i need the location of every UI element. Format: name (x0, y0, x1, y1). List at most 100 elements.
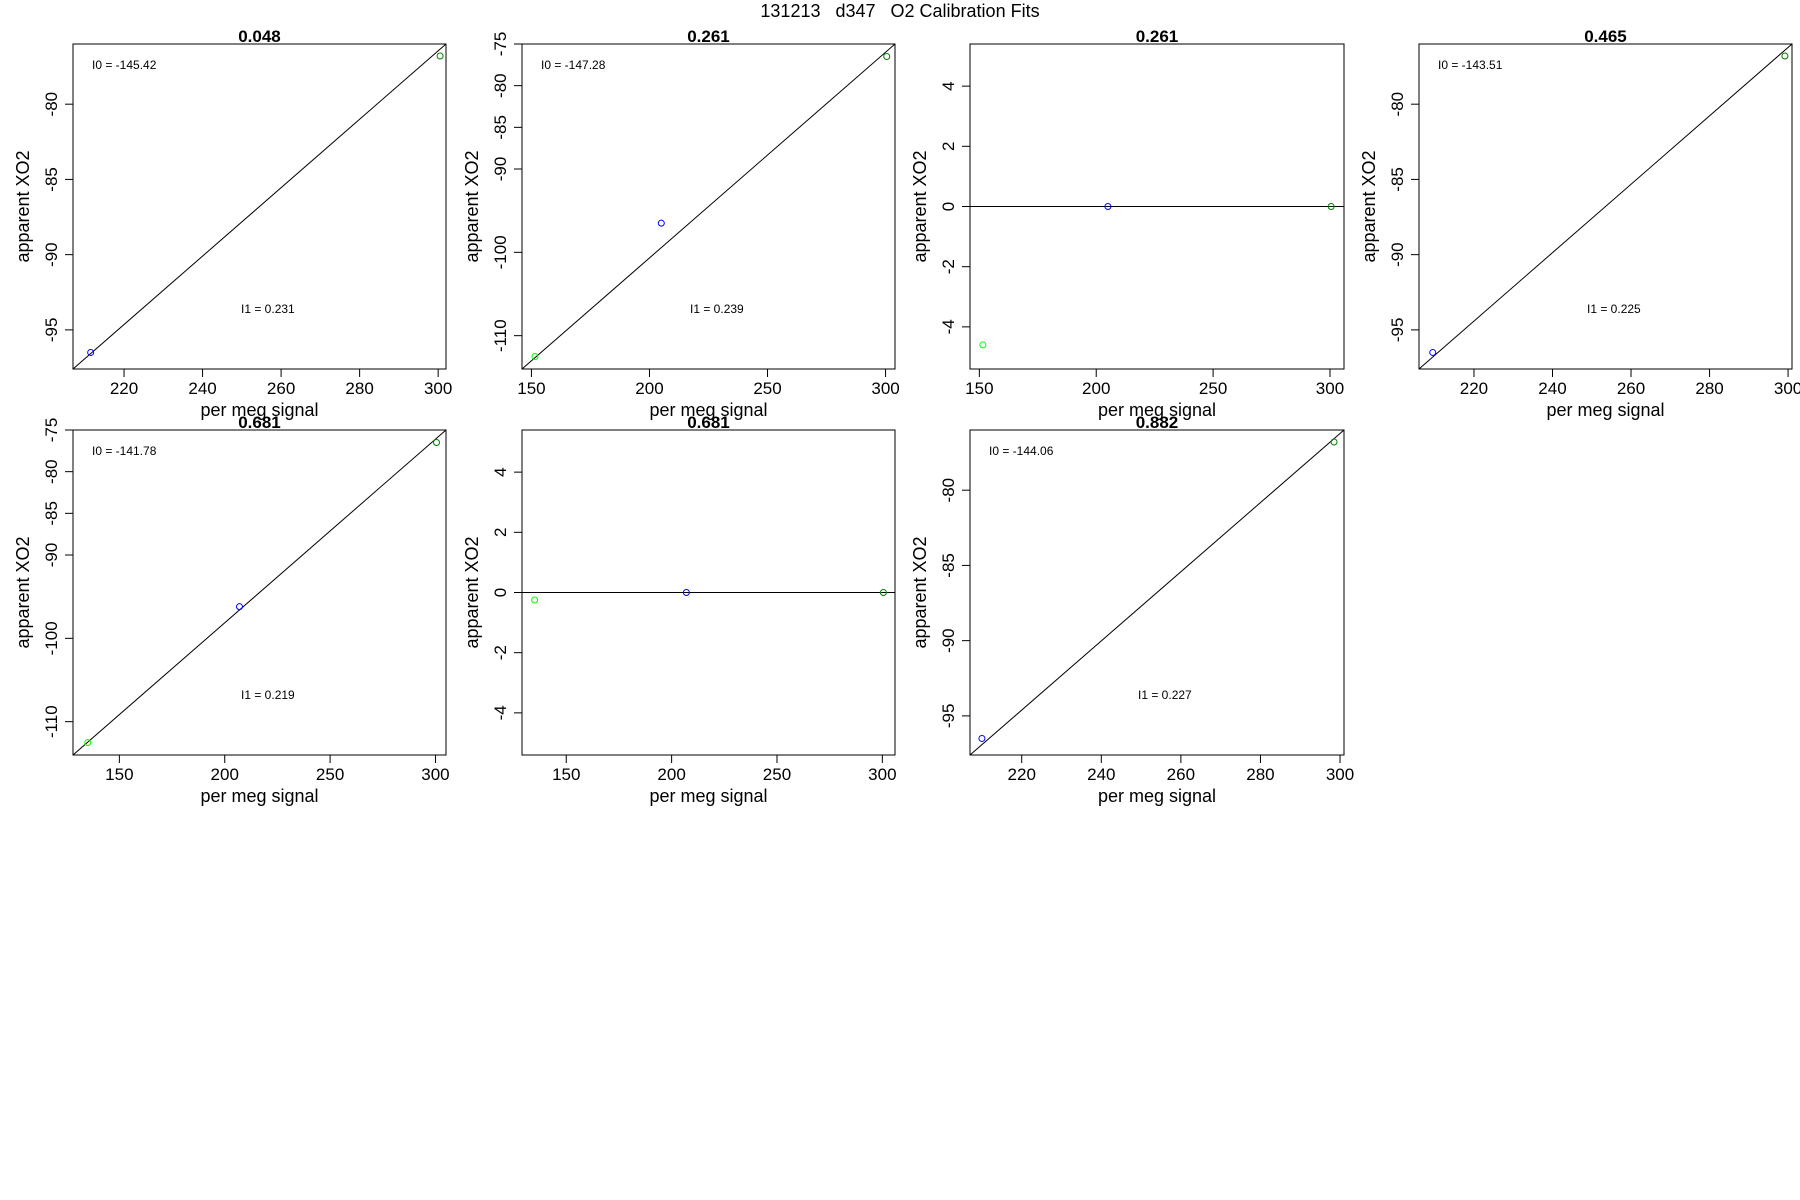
plot-panel-3: 150 200 250 300 -4 -2 0 2 4 per meg signal apparen… (910, 27, 1345, 420)
data-point (531, 596, 539, 604)
x-axis-label: per meg signal (200, 786, 318, 806)
plot-panel-5: 150 200 250 300 -110 -100 -90 -85 -80 -75 per meg … (13, 413, 450, 806)
y-tick-label: -80 (42, 459, 61, 484)
data-point (531, 353, 539, 360)
slope-annotation: I1 = 0.225 (1587, 302, 1641, 316)
x-tick-label: 280 (1246, 765, 1274, 784)
data-point (979, 341, 987, 349)
y-tick-label: -85 (42, 167, 61, 192)
x-tick-label: 250 (763, 765, 791, 784)
x-axis-label: per meg signal (1546, 400, 1664, 420)
x-axis-label: per meg signal (1098, 400, 1216, 420)
y-tick-label: 4 (939, 81, 958, 90)
y-tick-label: -110 (491, 319, 510, 352)
data-point (433, 439, 441, 446)
y-tick-label: -95 (939, 704, 958, 729)
y-tick-label: -95 (1388, 318, 1407, 343)
x-axis-label: per meg signal (1098, 786, 1216, 806)
intercept-annotation: I0 = -144.06 (989, 444, 1054, 458)
data-point (436, 52, 444, 60)
y-tick-label: -75 (491, 32, 510, 57)
x-tick-label: 220 (1008, 765, 1036, 784)
x-tick-label: 260 (1617, 379, 1645, 398)
x-tick-label: 200 (1082, 379, 1110, 398)
x-tick-label: 300 (424, 379, 452, 398)
data-point (883, 53, 891, 60)
y-tick-label: -90 (939, 628, 958, 653)
fit-line (969, 429, 1345, 756)
y-tick-label: -2 (491, 645, 510, 660)
panel-title: 0.681 (238, 413, 281, 432)
x-tick-label: 300 (1774, 379, 1800, 398)
slope-annotation: I1 = 0.227 (1138, 688, 1192, 702)
slope-annotation: I1 = 0.219 (241, 688, 295, 702)
x-tick-label: 250 (316, 765, 344, 784)
x-tick-label: 220 (1460, 379, 1488, 398)
slope-annotation: I1 = 0.231 (241, 302, 295, 316)
y-tick-label: -75 (42, 418, 61, 443)
fit-line (72, 429, 447, 756)
x-tick-label: 240 (1538, 379, 1566, 398)
data-point (978, 734, 986, 742)
x-tick-label: 200 (657, 765, 685, 784)
intercept-annotation: I0 = -143.51 (1438, 58, 1503, 72)
y-tick-label: -95 (42, 318, 61, 343)
y-tick-label: 4 (491, 467, 510, 476)
plot-frame (521, 43, 896, 370)
y-tick-label: -85 (491, 115, 510, 140)
x-tick-label: 150 (965, 379, 993, 398)
plot-panel-7: 220 240 260 280 300 -95 -90 -85 -80 per meg signa… (910, 413, 1354, 806)
y-axis-label: apparent XO2 (910, 536, 930, 648)
slope-annotation: I1 = 0.239 (690, 302, 744, 316)
x-tick-label: 300 (1326, 765, 1354, 784)
y-tick-label: 2 (491, 528, 510, 537)
data-point (682, 589, 690, 596)
fit-line (72, 43, 447, 370)
y-tick-label: -85 (42, 501, 61, 526)
y-tick-label: -4 (491, 705, 510, 720)
plot-frame (72, 43, 447, 370)
y-tick-label: 2 (939, 142, 958, 151)
panel-title: 0.681 (687, 413, 730, 432)
plot-frame (72, 429, 447, 756)
x-tick-label: 260 (1167, 765, 1195, 784)
data-point (879, 589, 887, 596)
intercept-annotation: I0 = -141.78 (92, 444, 157, 458)
x-tick-label: 220 (110, 379, 138, 398)
plot-frame (969, 429, 1345, 756)
plot-panel-2: 150 200 250 300 -110 -100 -90 -85 -80 -75 per meg … (462, 27, 900, 420)
y-tick-label: 0 (939, 202, 958, 211)
intercept-annotation: I0 = -147.28 (541, 58, 606, 72)
y-axis-label: apparent XO2 (462, 536, 482, 648)
data-point (84, 739, 92, 746)
y-tick-label: -4 (939, 319, 958, 334)
y-tick-label: -80 (1388, 92, 1407, 117)
fit-line (521, 43, 896, 370)
y-axis-label: apparent XO2 (13, 150, 33, 262)
data-point (235, 603, 243, 611)
y-tick-label: -80 (491, 73, 510, 98)
panel-title: 0.882 (1136, 413, 1179, 432)
y-tick-label: -90 (1388, 242, 1407, 267)
y-axis-label: apparent XO2 (1359, 150, 1379, 262)
x-axis-label: per meg signal (649, 400, 767, 420)
x-tick-label: 150 (105, 765, 133, 784)
y-tick-label: -2 (939, 259, 958, 274)
x-tick-label: 240 (188, 379, 216, 398)
data-point (1327, 203, 1335, 210)
x-tick-label: 250 (1199, 379, 1227, 398)
x-tick-label: 300 (871, 379, 899, 398)
y-tick-label: -85 (939, 553, 958, 578)
data-point (1104, 203, 1112, 210)
panel-title: 0.261 (687, 27, 730, 46)
x-axis-label: per meg signal (649, 786, 767, 806)
y-tick-label: 0 (491, 588, 510, 597)
y-tick-label: -80 (939, 478, 958, 503)
data-point (1781, 52, 1789, 60)
x-tick-label: 300 (1316, 379, 1344, 398)
y-tick-label: -90 (42, 242, 61, 267)
y-tick-label: -110 (42, 705, 61, 738)
y-tick-label: -80 (42, 92, 61, 117)
x-tick-label: 280 (345, 379, 373, 398)
